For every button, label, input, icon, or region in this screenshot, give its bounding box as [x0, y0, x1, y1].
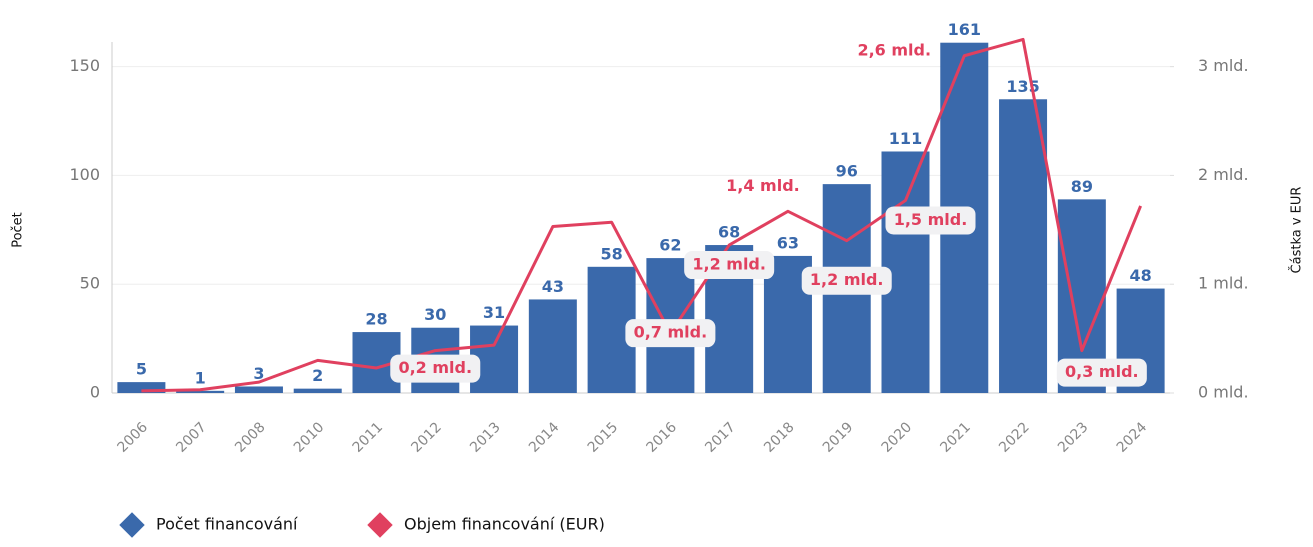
bar	[117, 382, 166, 393]
bar-value-label: 68	[718, 223, 740, 242]
x-tick-label: 2024	[1114, 419, 1151, 456]
y2-tick-label: 2 mld.	[1198, 165, 1249, 184]
annotation: 1,2 mld.	[692, 255, 766, 274]
bar-value-label: 96	[836, 162, 858, 181]
annotation-box	[885, 206, 976, 235]
x-tick-label: 2022	[996, 419, 1033, 456]
bar-value-label: 5	[136, 360, 147, 379]
bar	[999, 99, 1048, 393]
x-tick-label: 2010	[291, 419, 328, 456]
annotation-box	[390, 354, 481, 383]
legend-label: Objem financování (EUR)	[404, 515, 605, 534]
bar	[234, 386, 283, 393]
legend-marker	[367, 512, 393, 538]
x-tick-label: 2017	[702, 419, 739, 456]
annotation-box	[1056, 358, 1147, 387]
x-tick-label: 2020	[879, 419, 916, 456]
bar-value-label: 30	[424, 305, 446, 324]
bar-value-label: 135	[1006, 77, 1039, 96]
bar-value-label: 43	[542, 277, 564, 296]
bar-value-label: 3	[253, 364, 264, 383]
y-tick-label: 150	[69, 56, 100, 75]
y-tick-label: 100	[69, 165, 100, 184]
annotation: 0,3 mld.	[1065, 362, 1139, 381]
y2-axis-title: Částka v EUR	[1289, 187, 1305, 274]
x-tick-label: 2023	[1055, 419, 1092, 456]
x-tick-label: 2011	[350, 419, 387, 456]
bar-value-label: 2	[312, 366, 323, 385]
annotation-box	[801, 266, 892, 295]
bar-value-label: 161	[948, 20, 981, 39]
bar-value-label: 111	[889, 129, 922, 148]
bar-value-label: 28	[365, 310, 387, 329]
x-tick-label: 2007	[173, 419, 210, 456]
line	[141, 37, 1142, 393]
bar-value-label: 31	[483, 303, 505, 322]
x-tick-label: 2006	[115, 419, 152, 456]
x-tick-label: 2012	[408, 419, 445, 456]
annotation: 1,5 mld.	[894, 210, 968, 229]
x-tick-label: 2008	[232, 419, 269, 456]
x-tick-label: 2013	[467, 419, 504, 456]
bar	[176, 390, 225, 393]
bar	[293, 388, 342, 393]
bar-value-label: 58	[600, 244, 622, 263]
annotation: 2,6 mld.	[857, 40, 931, 59]
y2-tick-label: 0 mld.	[1198, 383, 1249, 402]
x-tick-label: 2015	[585, 419, 622, 456]
annotation-box	[684, 251, 775, 280]
x-tick-label: 2019	[820, 419, 857, 456]
y-tick-label: 50	[80, 274, 100, 293]
x-tick-label: 2014	[526, 419, 563, 456]
annotation: 0,7 mld.	[634, 323, 708, 342]
annotation-box	[625, 319, 716, 348]
y2-tick-label: 1 mld.	[1198, 274, 1249, 293]
legend-marker	[119, 512, 145, 538]
x-tick-label: 2018	[761, 419, 798, 456]
bar-value-label: 89	[1071, 177, 1093, 196]
annotation: 0,2 mld.	[398, 358, 472, 377]
bar-value-label: 1	[195, 368, 206, 387]
bar-value-label: 63	[777, 233, 799, 252]
x-tick-label: 2016	[644, 419, 681, 456]
bar-value-label: 48	[1129, 266, 1151, 285]
bar-value-label: 62	[659, 236, 681, 255]
annotation: 1,4 mld.	[726, 176, 800, 195]
legend-label: Počet financování	[156, 515, 298, 534]
y2-tick-label: 3 mld.	[1198, 56, 1249, 75]
y-axis-title: Počet	[11, 212, 26, 248]
x-tick-label: 2021	[937, 419, 974, 456]
annotation: 1,2 mld.	[810, 270, 884, 289]
bar	[528, 299, 577, 393]
y-tick-label: 0	[90, 383, 100, 402]
